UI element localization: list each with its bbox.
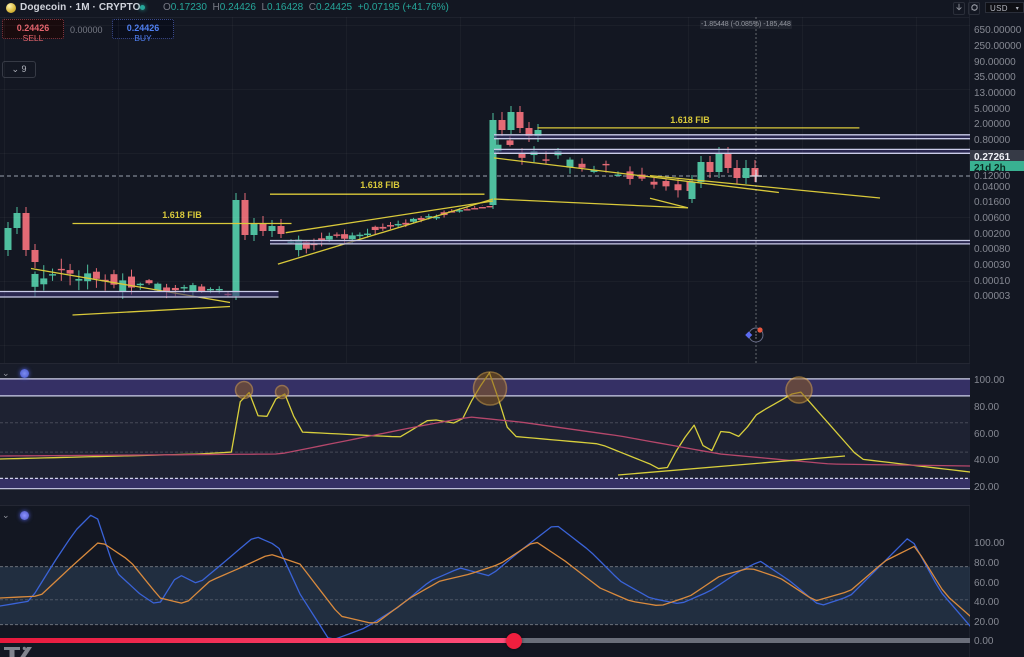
- svg-text:1.618 FIB: 1.618 FIB: [162, 210, 202, 220]
- svg-text:1.618 FIB: 1.618 FIB: [360, 180, 400, 190]
- svg-text:1.618 FIB: 1.618 FIB: [670, 115, 710, 125]
